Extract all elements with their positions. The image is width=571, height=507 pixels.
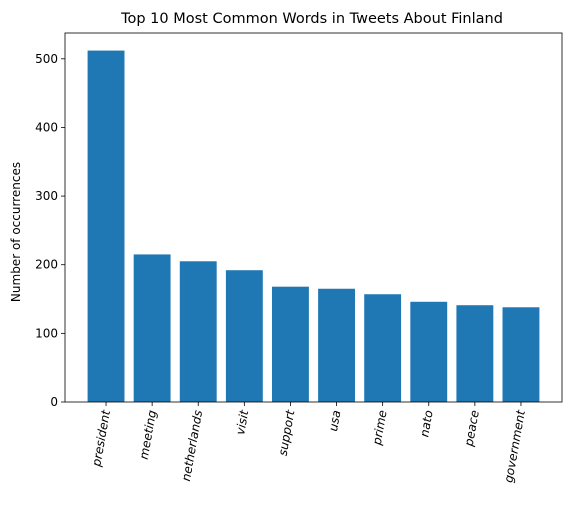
y-tick-label-400: 400: [35, 120, 58, 134]
x-tick-label-meeting: meeting: [137, 409, 159, 461]
x-tick-label-peace: peace: [462, 409, 482, 448]
y-tick-label-100: 100: [35, 326, 58, 340]
x-tick-label-usa: usa: [326, 409, 343, 432]
y-axis: 0 100 200 300 400 500: [35, 52, 65, 409]
bar-prime: [364, 294, 402, 402]
x-axis: president meeting netherlands visit support u…: [89, 402, 528, 484]
bar-meeting: [133, 254, 171, 402]
y-axis-label: Number of occurrences: [9, 162, 23, 302]
x-tick-label-netherlands: netherlands: [179, 409, 205, 482]
bar-visit: [225, 270, 263, 402]
y-tick-label-200: 200: [35, 258, 58, 272]
bar-support: [272, 286, 309, 402]
x-tick-label-prime: prime: [370, 409, 390, 447]
bar-peace: [456, 305, 494, 402]
bar-nato: [410, 301, 448, 402]
plot-frame: [64, 32, 563, 403]
y-tick-label-300: 300: [35, 189, 58, 203]
bar-president: [87, 50, 125, 402]
bar-usa: [318, 288, 355, 402]
bar-netherlands: [179, 261, 217, 402]
bars-group: [87, 50, 540, 402]
x-tick-label-support: support: [276, 408, 298, 457]
chart-title: Top 10 Most Common Words in Tweets About…: [120, 11, 503, 27]
bar-government: [502, 307, 540, 402]
plot-border: [64, 32, 563, 403]
y-tick-label-0: 0: [50, 395, 58, 409]
x-tick-label-nato: nato: [417, 409, 435, 438]
x-tick-label-visit: visit: [233, 408, 251, 436]
y-tick-label-500: 500: [35, 52, 58, 66]
x-tick-label-government: government: [501, 408, 528, 484]
x-tick-label-president: president: [89, 408, 113, 469]
